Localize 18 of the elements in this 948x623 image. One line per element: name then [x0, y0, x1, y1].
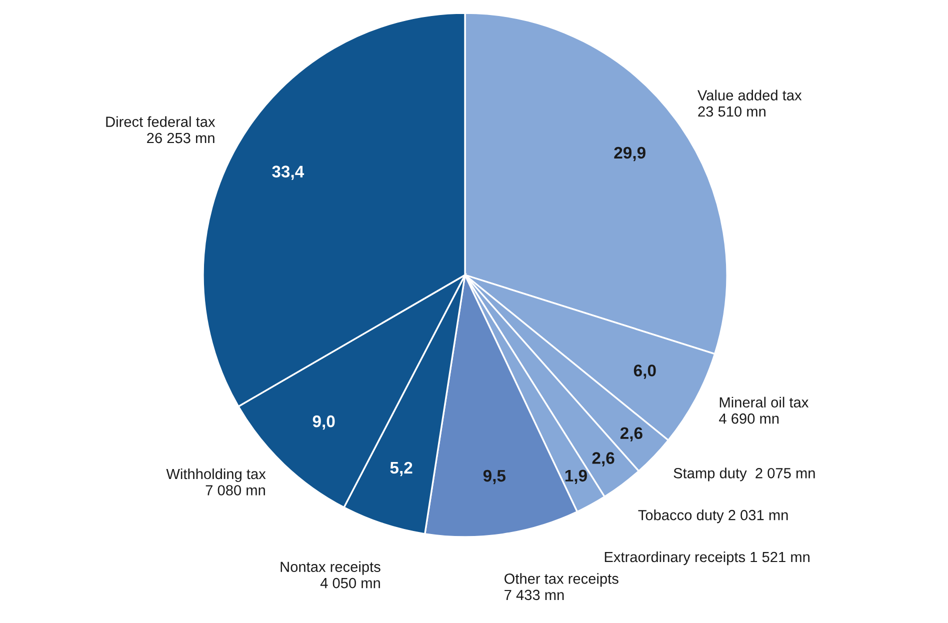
- slice-label: Value added tax 23 510 mn: [698, 90, 802, 117]
- slice-label: Withholding tax 7 080 mn: [166, 468, 266, 496]
- slice-label: Mineral oil tax 4 690 mn: [719, 396, 809, 424]
- data-label: 9,0: [312, 415, 335, 430]
- data-label: 2,6: [592, 452, 614, 466]
- slice-label: Nontax receipts 4 050 mn: [280, 561, 380, 588]
- slice-label: Direct federal tax 26 253 mn: [106, 116, 216, 144]
- slice-label: Extraordinary receipts 1 521 mn: [604, 551, 810, 566]
- data-label: 5,2: [390, 462, 412, 476]
- slice-label: Stamp duty 2 075 mn: [674, 468, 815, 482]
- slice-label: Other tax receipts 7 433 mn: [504, 573, 618, 600]
- slice-label: Tobacco duty 2 031 mn: [638, 510, 788, 524]
- data-label: 2,6: [620, 427, 642, 442]
- data-label: 9,5: [483, 470, 506, 484]
- data-label: 33,4: [272, 166, 304, 180]
- data-label: 29,9: [614, 146, 646, 162]
- data-label: 6,0: [634, 364, 656, 379]
- data-label: 1,9: [565, 470, 587, 484]
